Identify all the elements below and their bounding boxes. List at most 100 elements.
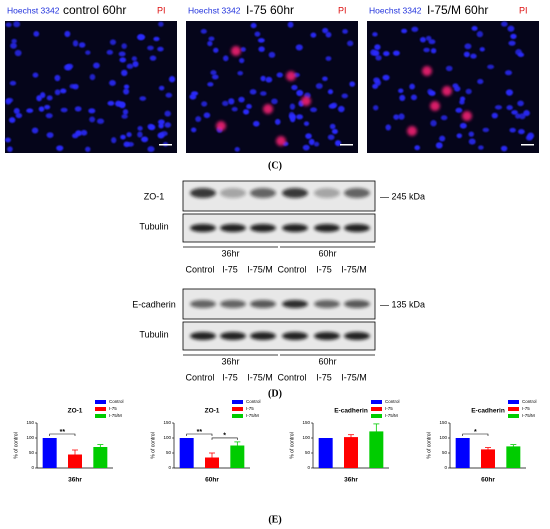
bar — [481, 449, 495, 468]
legend-swatch — [371, 414, 382, 418]
band — [250, 332, 276, 340]
legend-label: I-75 — [385, 406, 393, 411]
nucleus — [239, 57, 245, 64]
nucleus — [121, 43, 127, 49]
nucleus — [478, 145, 484, 150]
loading-label: Tubulin — [139, 221, 168, 231]
nucleus — [153, 36, 160, 42]
nucleus — [288, 111, 295, 119]
nucleus — [60, 107, 68, 113]
nucleus — [315, 83, 323, 89]
stain-label: Hoechst 3342 — [369, 5, 422, 15]
nucleus — [74, 106, 82, 112]
nucleus — [33, 30, 40, 37]
y-axis-label: % of control — [289, 432, 295, 458]
panel-label: (E) — [268, 514, 281, 525]
lane-label: Control — [185, 372, 214, 382]
nucleus — [200, 29, 207, 34]
nucleus — [305, 133, 312, 140]
y-tick-label: 0 — [168, 465, 171, 470]
nucleus — [9, 80, 17, 86]
nucleus — [428, 90, 436, 96]
nucleus — [313, 141, 320, 147]
nucleus — [257, 38, 265, 43]
legend-swatch — [508, 400, 519, 404]
nucleus — [515, 113, 521, 119]
error-bar — [72, 449, 78, 459]
nucleus — [482, 127, 490, 133]
blot-frame — [182, 180, 376, 212]
group-label: 60hr — [318, 248, 336, 258]
nucleus — [383, 51, 390, 57]
pi-cell — [231, 46, 241, 56]
significance-bracket — [462, 433, 489, 436]
nucleus — [398, 113, 405, 120]
nucleus — [141, 136, 149, 143]
nucleus — [7, 146, 13, 153]
nucleus — [509, 127, 516, 133]
nucleus — [249, 89, 257, 95]
legend-swatch — [232, 414, 243, 418]
nucleus — [500, 145, 508, 152]
significance-label: ** — [60, 429, 66, 436]
y-tick-label: 0 — [307, 465, 310, 470]
nucleus — [471, 26, 478, 31]
nucleus — [329, 123, 336, 130]
band — [282, 332, 308, 340]
nucleus — [158, 119, 165, 125]
nucleus — [328, 103, 336, 109]
nucleus — [392, 50, 400, 56]
nucleus — [409, 83, 415, 90]
pi-cell — [276, 136, 286, 146]
nucleus — [459, 96, 466, 102]
nucleus — [123, 88, 130, 95]
legend-label: I-75 — [246, 406, 254, 411]
stain-label: PI — [338, 5, 347, 15]
nucleus — [504, 70, 513, 76]
nucleus — [393, 114, 400, 120]
nucleus — [78, 42, 86, 48]
nucleus — [373, 105, 379, 111]
nucleus — [160, 131, 168, 137]
legend-label: Control — [522, 399, 537, 404]
band — [190, 188, 216, 198]
nucleus — [253, 120, 260, 127]
nucleus — [373, 50, 380, 57]
pi-cell — [301, 96, 311, 106]
nucleus — [54, 74, 61, 82]
nucleus — [455, 107, 463, 113]
nucleus — [6, 97, 14, 103]
nucleus — [476, 31, 484, 38]
nucleus — [491, 112, 498, 119]
bar — [205, 457, 219, 468]
nucleus — [341, 93, 348, 99]
pi-cell — [430, 101, 440, 111]
nucleus — [126, 132, 132, 138]
nucleus — [425, 35, 432, 41]
band — [314, 224, 340, 232]
nucleus — [13, 108, 20, 115]
nucleus — [165, 92, 173, 98]
nucleus — [468, 138, 476, 145]
chart-title: ZO-1 — [205, 408, 220, 415]
nucleus — [463, 51, 470, 58]
nucleus — [147, 45, 154, 51]
bar — [455, 438, 470, 468]
lane-label: I-75 — [316, 264, 332, 274]
nucleus — [465, 88, 472, 95]
nucleus — [149, 55, 157, 61]
significance-label: * — [474, 429, 477, 436]
nucleus — [231, 106, 238, 112]
nucleus — [168, 76, 176, 83]
legend-label: Control — [109, 399, 124, 404]
nucleus — [327, 134, 335, 140]
band — [282, 300, 308, 308]
nucleus — [85, 146, 91, 152]
nucleus — [414, 145, 421, 151]
nucleus — [419, 36, 426, 43]
panel-label: (D) — [268, 388, 282, 399]
nucleus — [295, 44, 303, 51]
error-bar — [348, 434, 354, 440]
nucleus — [69, 84, 75, 89]
nucleus — [505, 89, 513, 96]
